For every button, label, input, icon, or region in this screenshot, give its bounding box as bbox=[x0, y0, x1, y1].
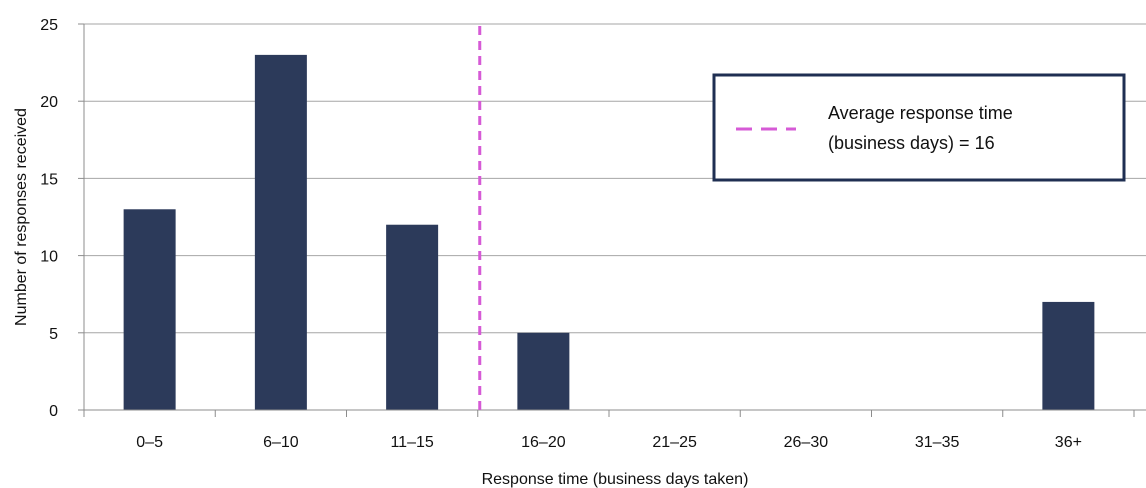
axes bbox=[83, 24, 1146, 411]
x-tick-label: 26–30 bbox=[784, 434, 829, 451]
legend-label-line1: Average response time bbox=[828, 103, 1013, 123]
x-tick-label: 16–20 bbox=[521, 434, 566, 451]
y-axis-title: Number of responses received bbox=[13, 108, 30, 326]
x-tick-label: 11–15 bbox=[390, 434, 433, 451]
x-tick-label: 21–25 bbox=[652, 434, 697, 451]
y-tick-label: 20 bbox=[40, 94, 58, 111]
x-tick-label: 31–35 bbox=[915, 434, 960, 451]
bar-16–20 bbox=[517, 332, 570, 410]
x-tick-label: 6–10 bbox=[263, 434, 299, 451]
x-tick-label: 0–5 bbox=[136, 434, 163, 451]
bar-6–10 bbox=[254, 54, 307, 410]
x-tick-label: 36+ bbox=[1055, 434, 1082, 451]
y-tick-label: 5 bbox=[49, 326, 58, 343]
bars bbox=[123, 54, 1095, 410]
y-tick-labels: 0 5 10 15 20 25 bbox=[40, 17, 84, 420]
legend-label-line2: (business days) = 16 bbox=[828, 133, 995, 153]
bar-0–5 bbox=[123, 209, 176, 410]
y-tick-label: 0 bbox=[49, 403, 58, 420]
x-axis-title: Response time (business days taken) bbox=[482, 471, 749, 488]
bar-36+ bbox=[1042, 301, 1095, 410]
legend-box bbox=[712, 73, 1126, 182]
y-tick-label: 10 bbox=[40, 249, 58, 266]
legend: Average response time (business days) = … bbox=[712, 73, 1126, 182]
x-tick-labels: 0–5 6–10 11–15 16–20 21–25 26–30 31–35 36+ bbox=[83, 410, 1135, 451]
y-tick-label: 25 bbox=[40, 17, 58, 34]
bar-11–15 bbox=[386, 224, 439, 410]
y-tick-label: 15 bbox=[40, 171, 58, 188]
